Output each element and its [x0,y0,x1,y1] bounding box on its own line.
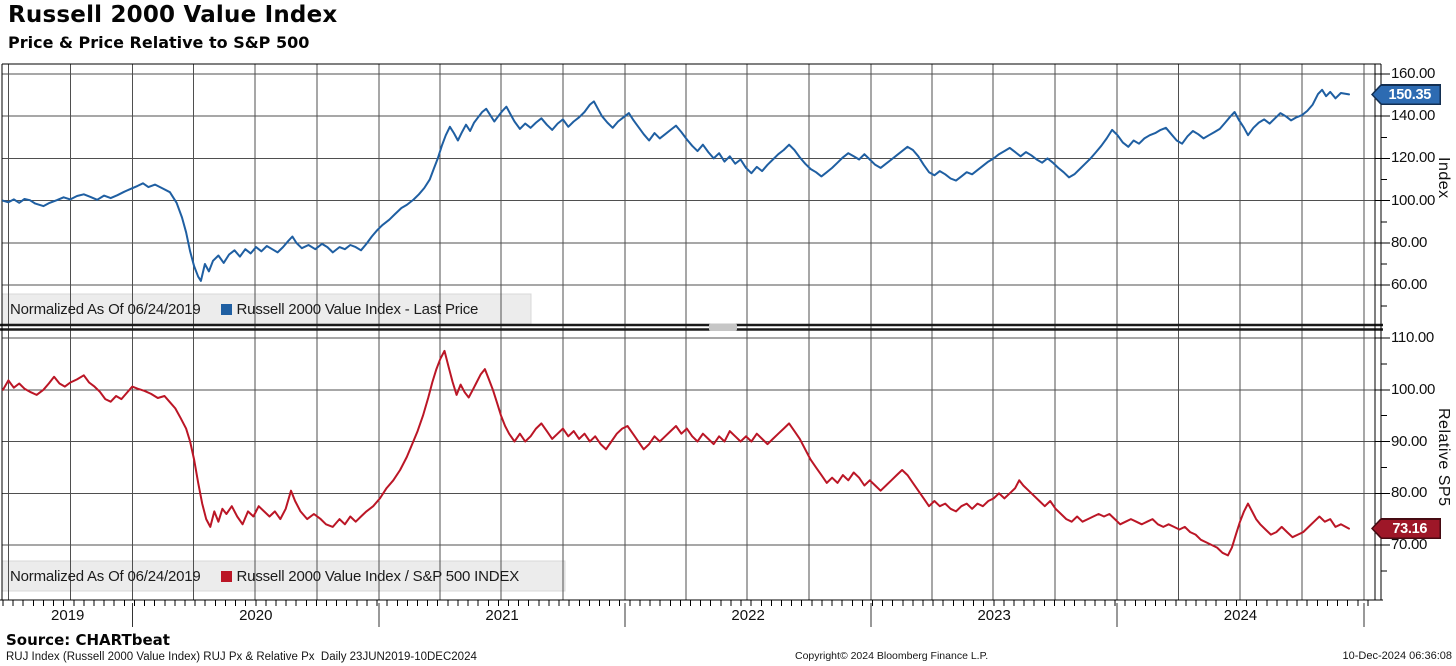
y-tick-label: 80.00 [1391,484,1428,502]
page-subtitle: Price & Price Relative to S&P 500 [8,33,310,52]
page-title: Russell 2000 Value Index [8,2,338,28]
y-tick-label: 80.00 [1391,233,1428,251]
last-price-badge-bottom: 73.16 [1371,518,1441,539]
y-tick-label: 100.00 [1391,380,1436,398]
legend-top: Normalized As Of 06/24/2019 Russell 2000… [10,295,478,323]
y-axis-title-top: Index [1435,157,1452,199]
last-price-value-bottom: 73.16 [1373,519,1440,538]
x-axis-year-label: 2023 [977,607,1011,624]
last-price-badge-top: 150.35 [1371,84,1441,105]
normalized-note-bottom: Normalized As Of 06/24/2019 [10,567,201,585]
legend-bottom: Normalized As Of 06/24/2019 Russell 2000… [10,562,519,590]
y-tick-label: 90.00 [1391,432,1428,450]
x-axis-year-label: 2021 [485,607,519,624]
y-tick-label: 110.00 [1391,329,1434,346]
y-tick-label: 70.00 [1391,536,1428,553]
x-axis-year-label: 2024 [1223,607,1258,624]
legend-label-top: Russell 2000 Value Index - Last Price [236,300,479,318]
y-tick-label: 60.00 [1391,276,1428,294]
footer-copyright: Copyright© 2024 Bloomberg Finance L.P. [795,650,989,662]
y-tick-label: 160.00 [1391,65,1436,82]
y-axis-title-bottom: Relative SP5 [1435,408,1452,507]
normalized-note-top: Normalized As Of 06/24/2019 [10,300,201,318]
y-tick-label: 120.00 [1391,149,1436,167]
footer-source: Source: CHARTbeat [6,631,170,649]
y-tick-label: 140.00 [1391,107,1436,125]
footer-description: RUJ Index (Russell 2000 Value Index) RUJ… [6,651,477,663]
x-axis-year-label: 2019 [51,607,85,624]
y-tick-label: 100.00 [1391,191,1436,209]
red-series-marker-icon [220,570,232,582]
x-axis-year-label: 2022 [731,607,765,624]
last-price-value-top: 150.35 [1373,85,1440,104]
blue-series-marker-icon [220,303,232,315]
x-axis-year-label: 2020 [239,607,273,624]
legend-label-bottom: Russell 2000 Value Index / S&P 500 INDEX [236,567,520,585]
footer-timestamp: 10-Dec-2024 06:36:08 [1342,650,1452,662]
